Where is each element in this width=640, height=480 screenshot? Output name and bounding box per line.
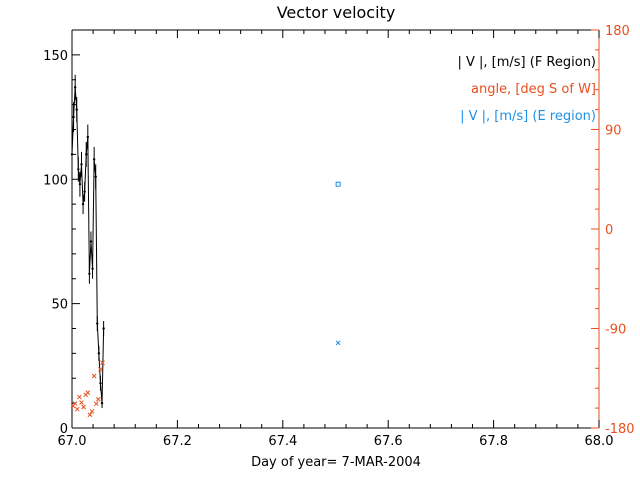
f-region-point: [94, 175, 97, 178]
f-region-point: [92, 158, 96, 161]
y-right-tick-label: -90: [605, 323, 626, 338]
legend: | V |, [m/s] (F Region) angle, [deg S of …: [457, 55, 596, 124]
f-region-point: [78, 183, 82, 186]
angle-point: [79, 400, 84, 405]
legend-entry: angle, [deg S of W]: [471, 82, 596, 97]
angle-point: [74, 406, 80, 412]
f-region-point: [99, 382, 102, 385]
f-region-point: [102, 327, 105, 330]
y-left-tick-label: 100: [43, 173, 68, 188]
angle-point: [85, 390, 91, 395]
y-axis-right: -180 -90 0 90 180: [591, 24, 635, 437]
f-region-point: [83, 190, 86, 193]
e-region-point: [335, 181, 341, 187]
x-tick-label: 67.0: [58, 434, 87, 449]
y-left-tick-label: 150: [43, 49, 68, 64]
angle-point: [91, 373, 97, 379]
chart-title: Vector velocity: [277, 3, 396, 22]
legend-entry: | V |, [m/s] (E region): [460, 109, 596, 124]
f-region-point: [80, 163, 83, 166]
y-left-tick-label: 0: [60, 422, 68, 437]
f-region-point: [96, 322, 99, 325]
y-left-tick-label: 50: [51, 298, 68, 313]
f-region-point: [91, 267, 94, 270]
f-region-point: [77, 168, 80, 171]
angle-point: [95, 396, 101, 402]
f-region-point: [100, 401, 104, 405]
y-right-tick-label: 0: [605, 223, 613, 238]
angle-point: [87, 412, 93, 418]
x-axis-label: Day of year= 7-MAR-2004: [251, 455, 421, 470]
x-tick-label: 67.6: [374, 434, 403, 449]
angle-point: [98, 367, 103, 372]
e-region-angle-point: [335, 340, 341, 346]
f-region-point: [73, 86, 77, 89]
angle-point: [100, 360, 105, 366]
f-region-point: [70, 153, 74, 156]
y-right-tick-label: 180: [605, 24, 630, 39]
angle-point: [77, 394, 82, 400]
x-axis: 67.0 67.2 67.4 67.6 67.8 68.0: [58, 30, 614, 449]
angle-point: [93, 401, 99, 407]
y-right-tick-label: -180: [605, 422, 635, 437]
angle-point: [72, 401, 78, 407]
f-region-point: [81, 202, 85, 206]
f-region-point: [85, 153, 88, 156]
x-tick-label: 67.2: [163, 434, 192, 449]
y-right-tick-label: 90: [605, 124, 622, 139]
f-region-point: [97, 352, 101, 355]
legend-entry: | V |, [m/s] (F Region): [457, 55, 596, 70]
x-tick-label: 67.8: [479, 434, 508, 449]
x-tick-label: 68.0: [585, 434, 614, 449]
angle-point: [89, 409, 95, 414]
f-region-point: [86, 135, 90, 139]
f-region-point: [88, 272, 91, 275]
x-tick-label: 67.4: [268, 434, 297, 449]
f-region-point: [75, 108, 78, 111]
series-layer: [70, 74, 341, 418]
f-region-point: [89, 240, 93, 243]
angle-point: [81, 404, 86, 410]
f-region-point: [72, 115, 75, 119]
